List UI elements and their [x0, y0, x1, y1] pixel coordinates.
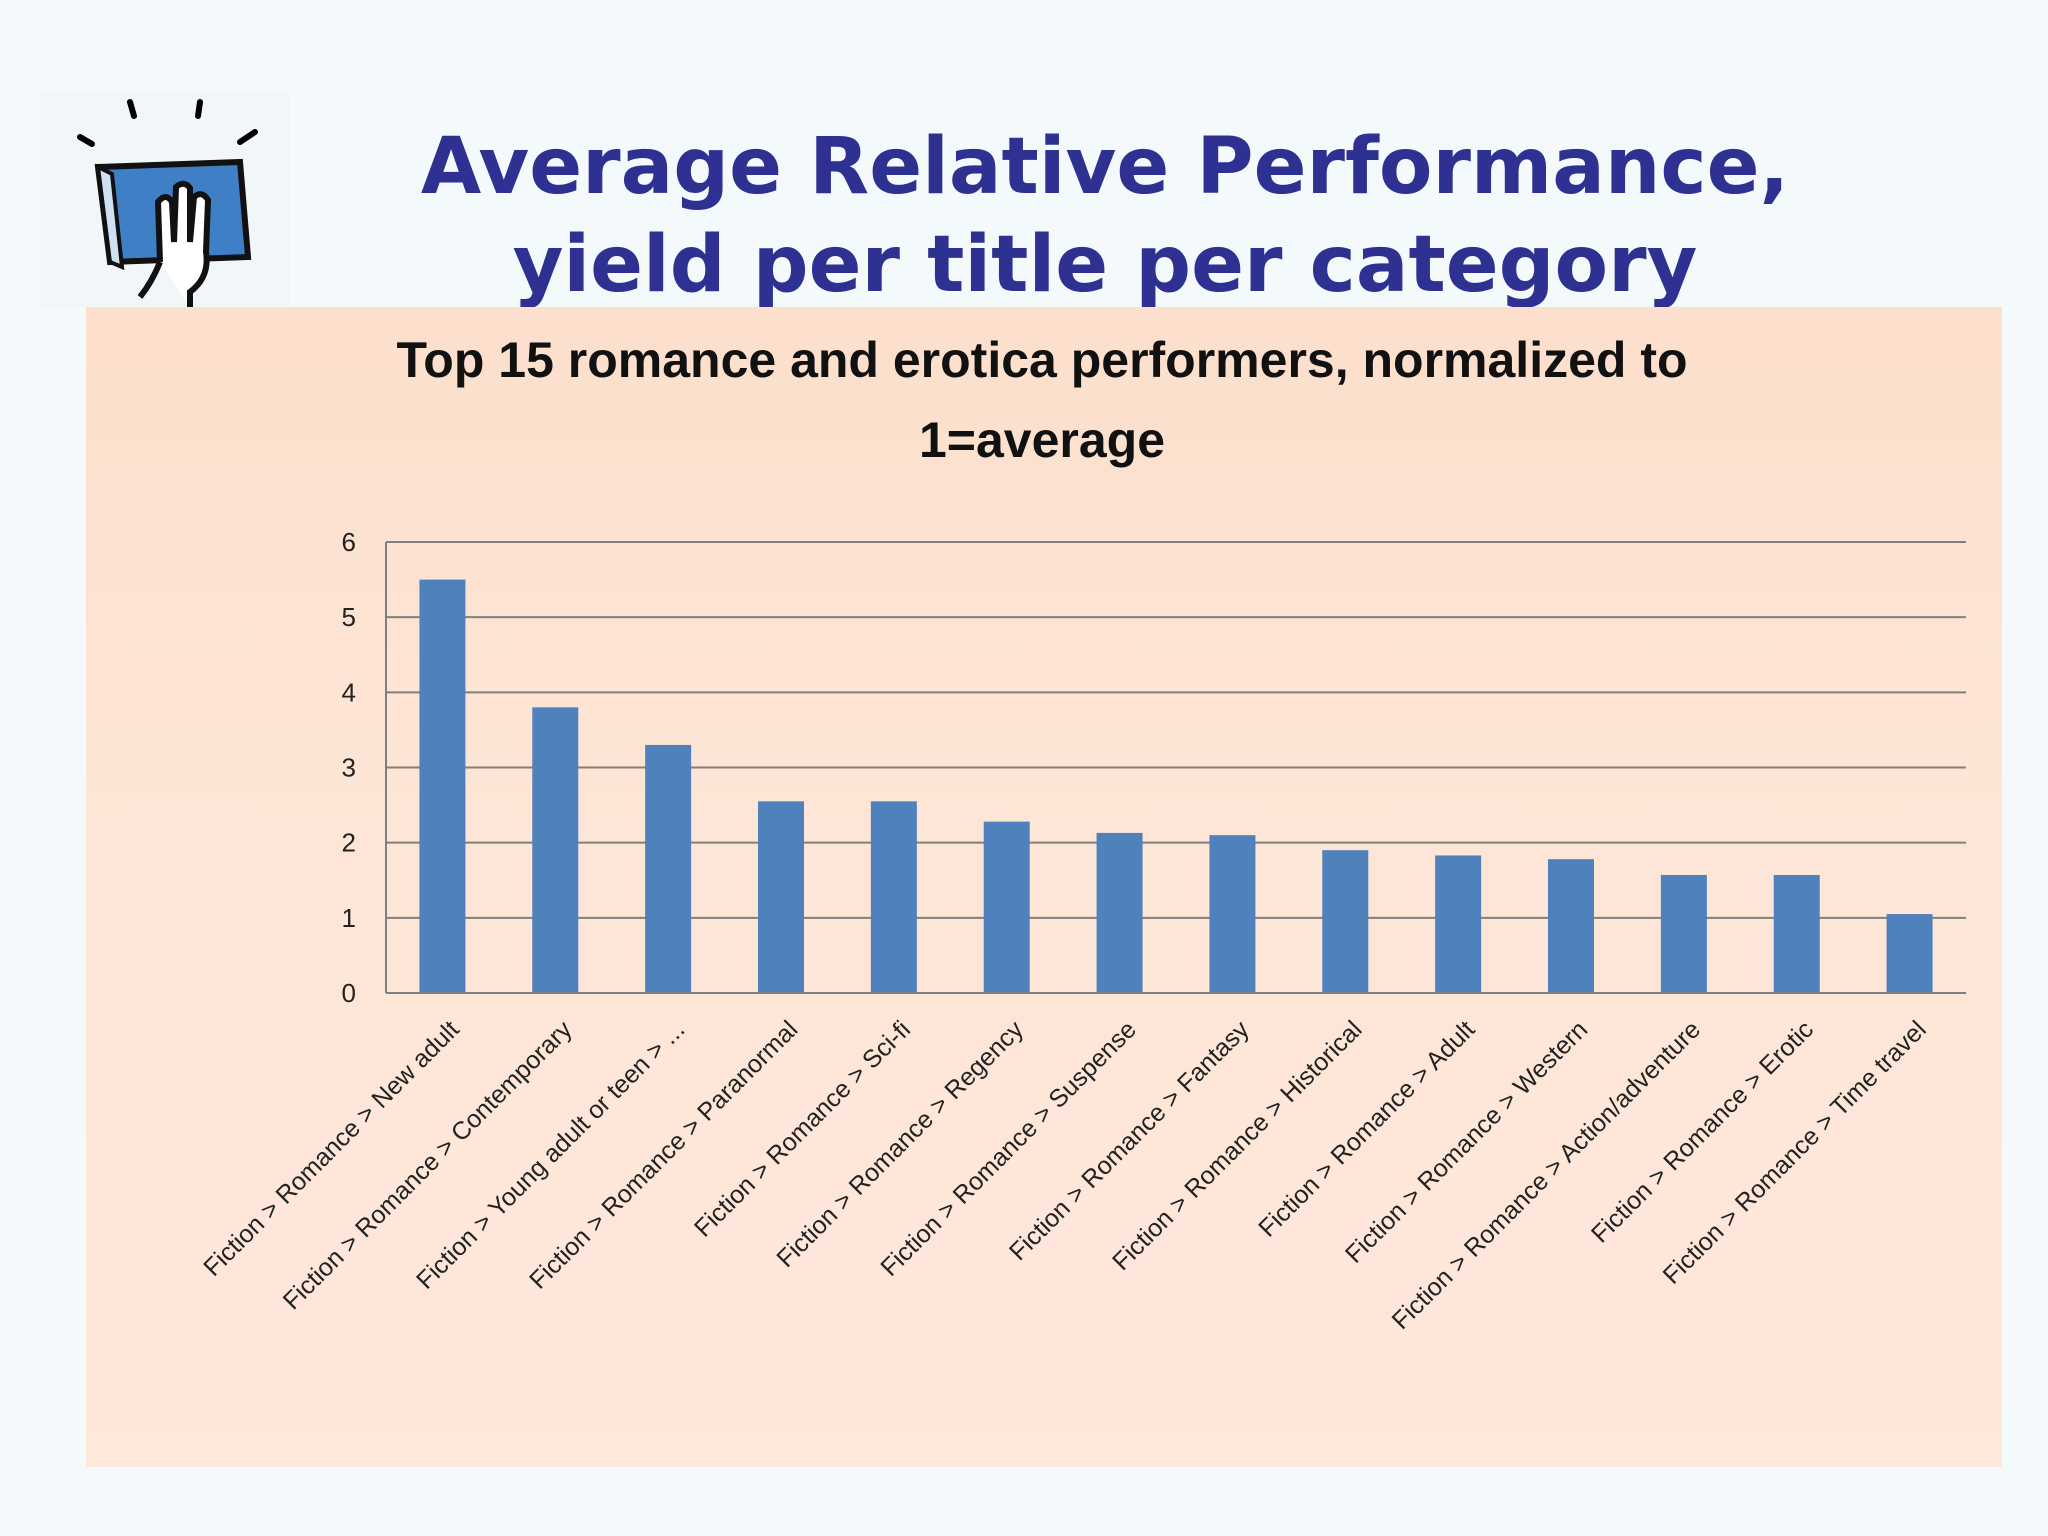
x-category-label: Fiction > Romance > Western: [1340, 1015, 1593, 1268]
slide-title: Average Relative Performance, yield per …: [330, 118, 1880, 314]
bar: [870, 801, 917, 993]
bar: [1660, 874, 1707, 993]
y-tick-label: 2: [342, 828, 356, 858]
chart-title-line-1: Top 15 romance and erotica performers, n…: [396, 332, 1687, 388]
bar: [1209, 835, 1256, 993]
x-category-label: Fiction > Romance > Adult: [1253, 1015, 1480, 1242]
bar: [1548, 859, 1594, 993]
y-tick-label: 5: [342, 602, 356, 632]
y-tick-label: 6: [342, 527, 356, 557]
y-tick-label: 3: [342, 753, 356, 783]
bar: [532, 707, 579, 993]
slide-title-line-2: yield per title per category: [512, 220, 1698, 310]
x-category-label: Fiction > Romance > Erotic: [1586, 1015, 1819, 1248]
y-tick-label: 1: [342, 903, 356, 933]
slide-title-line-1: Average Relative Performance,: [420, 122, 1790, 212]
y-tick-label: 0: [342, 978, 356, 1008]
x-category-label: Fiction > Romance > Sci-fi: [689, 1015, 916, 1242]
bar: [1096, 832, 1143, 993]
x-category-label: Fiction > Romance > Regency: [771, 1015, 1029, 1273]
bar: [1322, 850, 1369, 993]
x-category-label: Fiction > Romance > Historical: [1107, 1015, 1368, 1276]
bar: [1435, 855, 1482, 993]
bar: [758, 801, 804, 993]
chart-panel: Top 15 romance and erotica performers, n…: [86, 307, 2002, 1467]
bar: [983, 821, 1030, 993]
bar: [1886, 914, 1933, 993]
bar: [419, 579, 466, 993]
chart-title-line-2: 1=average: [919, 412, 1165, 468]
bar: [645, 744, 692, 993]
bar-chart: Top 15 romance and erotica performers, n…: [198, 332, 1966, 1335]
bar: [1773, 874, 1820, 993]
y-tick-label: 4: [342, 677, 356, 707]
book-hand-icon: [40, 92, 290, 307]
x-category-label: Fiction > Romance > Fantasy: [1004, 1015, 1255, 1266]
